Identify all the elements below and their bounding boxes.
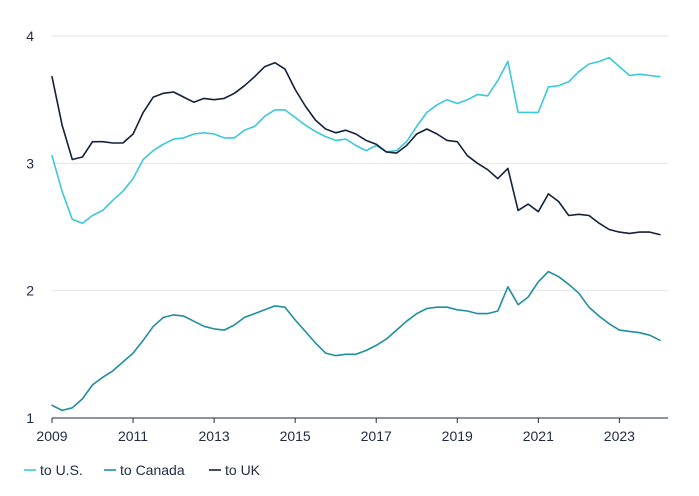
x-tick-label: 2021: [523, 428, 554, 444]
series-line-canada: [51, 270, 661, 412]
legend-label-canada: to Canada: [120, 462, 185, 478]
legend-label-uk: to UK: [225, 462, 261, 478]
legend: to U.S. to Canada to UK: [24, 462, 261, 478]
series-line-uk: [51, 61, 661, 236]
x-tick-label: 2015: [280, 428, 311, 444]
gridlines: [52, 35, 668, 292]
x-tick-label: 2009: [36, 428, 67, 444]
series-line-us: [51, 56, 661, 224]
y-tick-label: 2: [26, 283, 34, 299]
y-tick-label: 4: [26, 28, 34, 44]
x-tick-label: 2019: [442, 428, 473, 444]
y-tick-label: 3: [26, 155, 34, 171]
y-tick-label: 1: [26, 410, 34, 426]
series-lines: [51, 56, 661, 412]
x-tick-label: 2013: [199, 428, 230, 444]
x-tick-label: 2023: [604, 428, 635, 444]
legend-label-us: to U.S.: [40, 462, 83, 478]
x-tick-label: 2011: [118, 428, 148, 444]
axes: 1 2 3 4 2009 2011 2013 2015 2017 2019 2021 2023: [26, 28, 668, 444]
x-tick-label: 2017: [361, 428, 392, 444]
